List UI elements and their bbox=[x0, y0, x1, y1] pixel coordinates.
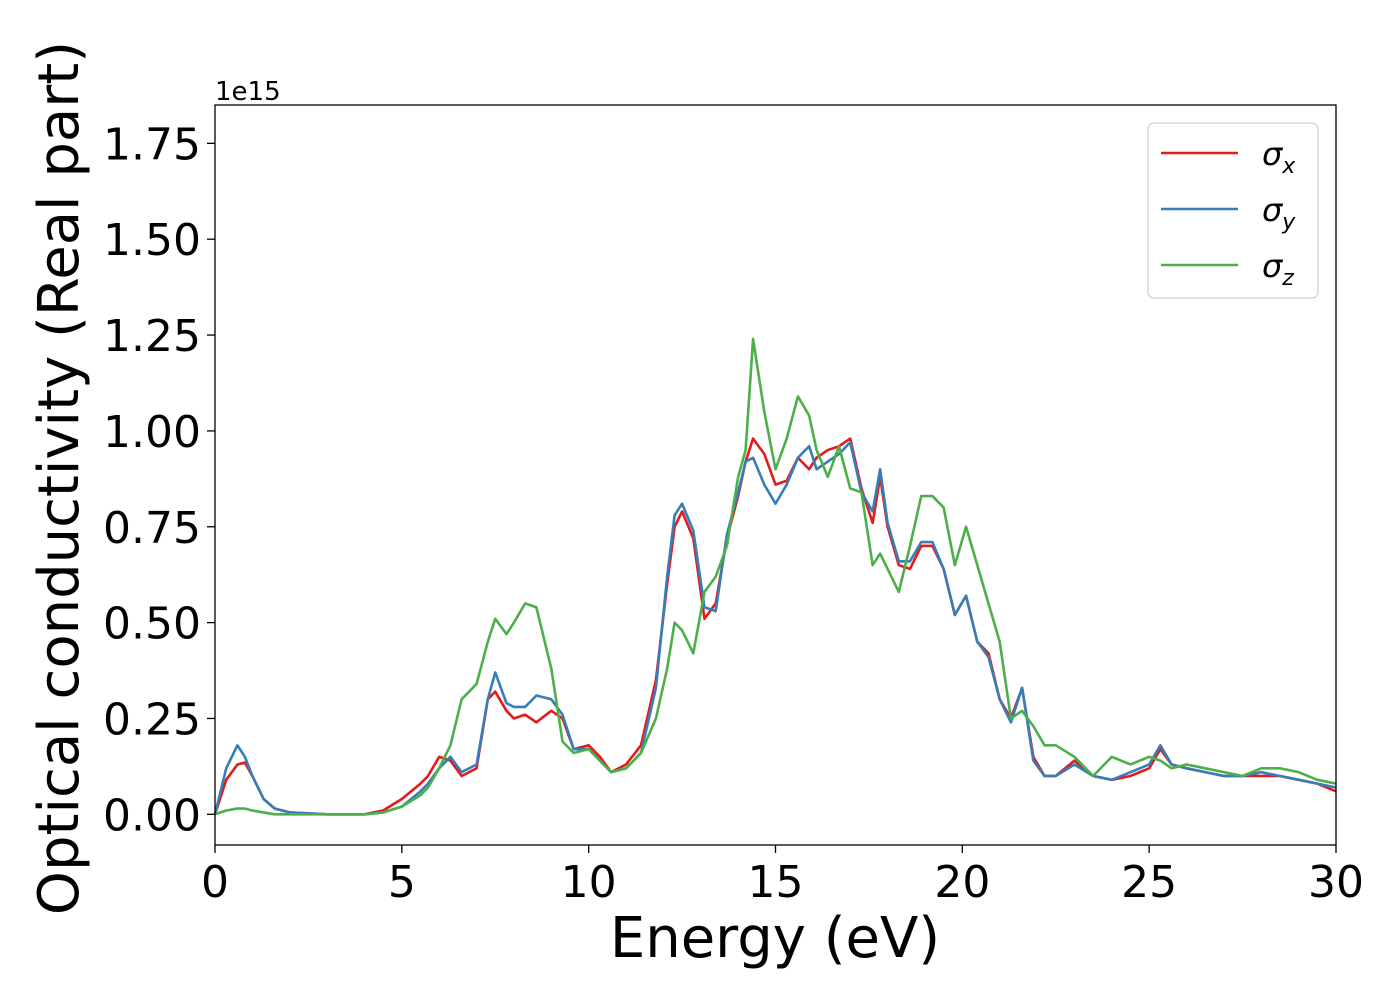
x-tick-label: 0 bbox=[201, 857, 229, 908]
y-tick-label: 1.25 bbox=[103, 311, 201, 362]
legend-box bbox=[1147, 122, 1319, 299]
y-axis-label: Optical conductivity (Real part) bbox=[27, 41, 92, 915]
legend: σx σy σz bbox=[1147, 122, 1319, 299]
x-tick-label: 15 bbox=[748, 857, 804, 908]
y-tick-label: 0.00 bbox=[103, 790, 201, 841]
x-tick-label: 25 bbox=[1121, 857, 1177, 908]
y-tick-label: 0.50 bbox=[103, 599, 201, 650]
x-tick-label: 10 bbox=[561, 857, 617, 908]
legend-label-x: σx bbox=[1262, 135, 1296, 179]
x-tick-label: 20 bbox=[934, 857, 990, 908]
series-layer bbox=[213, 337, 1337, 816]
y-tick-label: 0.75 bbox=[103, 503, 201, 554]
legend-label-y: σy bbox=[1262, 191, 1296, 235]
legend-entries: σx σy σz bbox=[1161, 135, 1296, 291]
y-axis-ticks: 0.00 0.25 0.50 0.75 1.00 1.25 1.50 1.75 bbox=[103, 119, 215, 841]
series-line-y bbox=[213, 441, 1337, 816]
x-axis-label: Energy (eV) bbox=[610, 906, 940, 971]
y-tick-label: 0.25 bbox=[103, 694, 201, 745]
y-offset-label: 1e15 bbox=[215, 77, 281, 107]
legend-label-z: σz bbox=[1262, 247, 1294, 291]
y-tick-label: 1.50 bbox=[103, 215, 201, 266]
y-tick-label: 1.75 bbox=[103, 119, 201, 170]
x-tick-label: 30 bbox=[1308, 857, 1364, 908]
series-line-z bbox=[214, 337, 1337, 816]
x-axis-ticks: 0 5 10 15 20 25 30 bbox=[201, 845, 1364, 908]
x-tick-label: 5 bbox=[388, 857, 416, 908]
y-tick-label: 1.00 bbox=[103, 407, 201, 458]
